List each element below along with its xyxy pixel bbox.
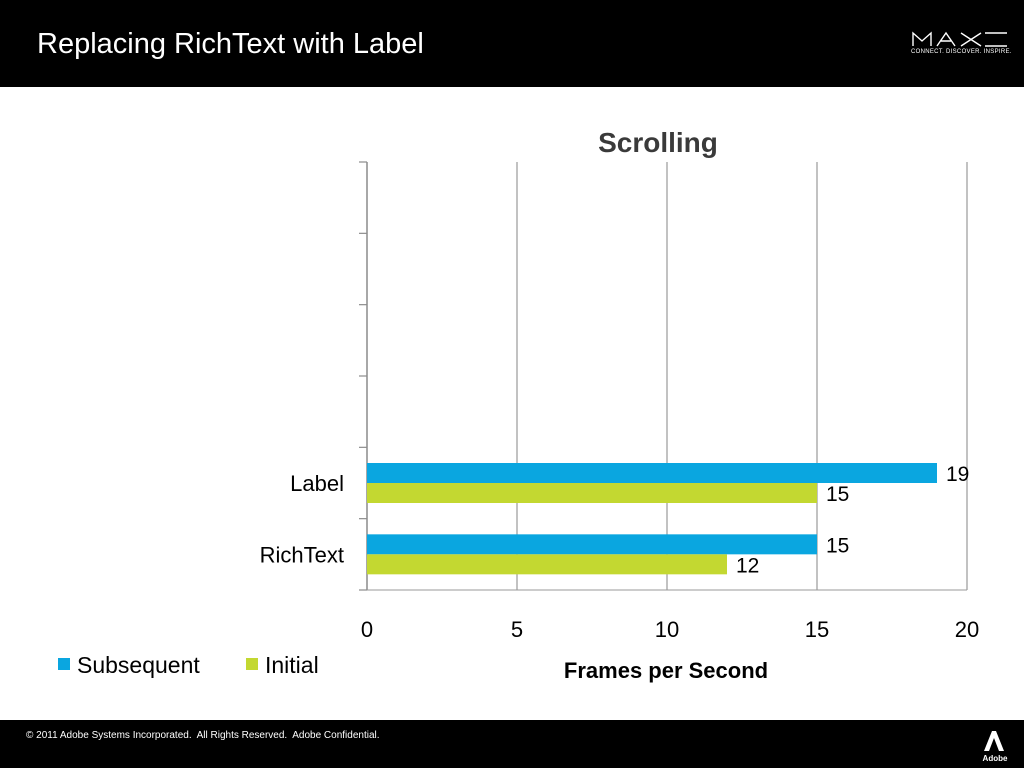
slide-footer: © 2011 Adobe Systems Incorporated. All R…: [0, 720, 1024, 768]
legend-label-subsequent: Subsequent: [77, 652, 200, 678]
category-labels: RichText Label: [260, 471, 344, 567]
grid-lines: [366, 162, 968, 591]
bar-chart: Scrolling 15 12 19 15 0 5 10 15 20 RichText Labe…: [260, 127, 980, 683]
x-tick-label: 15: [805, 617, 829, 642]
bar: [367, 554, 727, 575]
slide-header: Replacing RichText with Label CONNECT. D…: [0, 0, 1024, 87]
bar: [367, 483, 817, 503]
x-tick-label: 0: [361, 617, 373, 642]
adobe-logo: Adobe: [982, 729, 1008, 765]
slide-title: Replacing RichText with Label: [37, 28, 424, 60]
max-tagline: CONNECT. DISCOVER. INSPIRE.: [911, 49, 1012, 55]
max-logo-icon: [912, 31, 1007, 47]
data-label: 15: [826, 483, 849, 506]
x-tick-label: 5: [511, 617, 523, 642]
data-label: 15: [826, 534, 849, 557]
adobe-logo-icon: [984, 731, 1004, 751]
category-label: Label: [290, 471, 344, 496]
legend-swatch-initial: [246, 658, 258, 670]
copyright-text: © 2011 Adobe Systems Incorporated. All R…: [26, 730, 380, 741]
x-tick-labels: 0 5 10 15 20: [361, 617, 979, 642]
x-tick-label: 20: [955, 617, 979, 642]
legend-label-initial: Initial: [265, 652, 319, 678]
x-axis-label: Frames per Second: [564, 658, 768, 683]
adobe-wordmark: Adobe: [982, 754, 1008, 763]
bars: 15 12 19 15: [367, 463, 969, 577]
category-label: RichText: [260, 542, 344, 567]
bar: [367, 534, 817, 555]
x-tick-label: 10: [655, 617, 679, 642]
axis-ticks: [359, 161, 367, 591]
data-label: 19: [946, 463, 969, 486]
bar: [367, 463, 937, 483]
data-label: 12: [736, 554, 759, 577]
legend-swatch-subsequent: [58, 658, 70, 670]
chart-title: Scrolling: [598, 127, 718, 158]
